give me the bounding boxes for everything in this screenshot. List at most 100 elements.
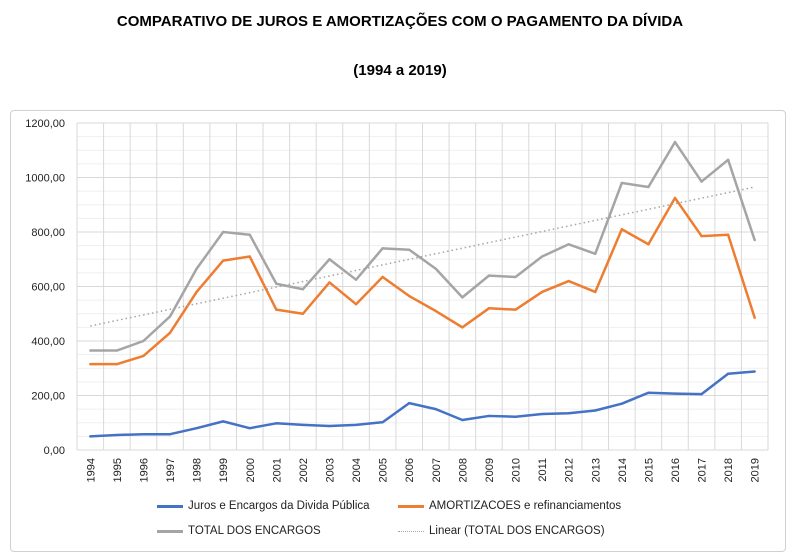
data-point	[301, 312, 305, 315]
data-point	[408, 401, 411, 405]
data-point	[195, 290, 198, 294]
y-tick-label: 1200,00	[25, 118, 65, 130]
data-point	[620, 228, 624, 231]
x-tick-label: 2015	[643, 458, 655, 482]
data-point	[381, 247, 384, 250]
data-point	[594, 252, 597, 255]
legend-item-juros: Juros e Encargos da Divida Pública	[157, 500, 370, 512]
data-point	[540, 412, 544, 416]
data-point	[567, 412, 570, 415]
data-point	[594, 409, 597, 412]
legend-label: AMORTIZACOES e refinanciamentos	[429, 500, 622, 512]
data-point	[89, 435, 92, 438]
data-point	[700, 234, 703, 238]
x-tick-label: 1998	[192, 458, 204, 482]
data-point	[567, 279, 570, 283]
data-point	[726, 372, 730, 375]
data-point	[354, 278, 358, 281]
data-point	[248, 427, 251, 430]
data-point	[301, 423, 305, 427]
data-point	[408, 248, 411, 251]
data-point	[753, 316, 756, 320]
data-point	[434, 267, 437, 270]
x-tick-label: 1997	[165, 458, 177, 482]
data-point	[487, 307, 491, 310]
data-point	[168, 331, 172, 335]
data-point	[115, 362, 119, 366]
data-point	[594, 290, 597, 294]
legend-label: TOTAL DOS ENCARGOS	[188, 525, 321, 537]
x-tick-label: 2018	[723, 458, 735, 482]
data-point	[221, 230, 225, 234]
legend-label: Juros e Encargos da Divida Pública	[188, 500, 370, 512]
data-point	[700, 180, 703, 183]
data-point	[434, 407, 437, 411]
data-point	[328, 281, 331, 284]
data-point	[461, 296, 464, 299]
x-tick-label: 2016	[670, 458, 682, 482]
data-point	[115, 433, 119, 437]
x-tick-label: 1994	[85, 458, 97, 482]
y-tick-label: 400,00	[31, 336, 65, 348]
x-tick-label: 2007	[431, 458, 443, 482]
x-tick-label: 2006	[404, 458, 416, 482]
data-point	[381, 421, 384, 424]
data-point	[673, 140, 677, 144]
data-point	[168, 315, 172, 318]
chart-frame	[10, 110, 786, 552]
data-point	[514, 415, 517, 418]
x-tick-label: 2011	[537, 458, 549, 482]
data-point	[540, 290, 544, 294]
chart-subtitle: (1994 a 2019)	[353, 62, 447, 79]
x-tick-label: 2003	[324, 458, 336, 482]
x-tick-label: 2009	[484, 458, 496, 482]
data-point	[461, 418, 464, 422]
legend-swatch-gray	[157, 529, 183, 533]
data-point	[647, 391, 650, 394]
data-point	[354, 303, 358, 306]
legend-swatch-blue	[157, 504, 183, 508]
data-point	[408, 294, 411, 298]
data-point	[461, 326, 464, 329]
data-point	[89, 362, 92, 366]
data-point	[753, 370, 756, 373]
y-tick-label: 200,00	[31, 391, 65, 403]
data-point	[567, 243, 570, 246]
data-point	[540, 255, 544, 258]
data-point	[115, 349, 119, 352]
x-tick-label: 2017	[697, 458, 709, 482]
legend-swatch-dotted	[398, 530, 424, 532]
data-point	[168, 432, 172, 436]
x-tick-label: 1999	[218, 458, 230, 482]
x-tick-label: 2004	[351, 458, 363, 482]
x-tick-label: 2012	[564, 458, 576, 482]
legend-item-total: TOTAL DOS ENCARGOS	[157, 525, 321, 537]
data-point	[354, 423, 358, 427]
y-tick-label: 800,00	[31, 227, 65, 239]
x-tick-label: 2019	[750, 458, 762, 482]
series-line-0	[90, 370, 755, 438]
y-tick-label: 0,00	[44, 445, 65, 457]
data-point	[301, 288, 305, 291]
series-line-2	[90, 140, 756, 352]
data-point	[753, 238, 756, 242]
y-tick-label: 1000,00	[25, 173, 65, 185]
data-point	[248, 255, 251, 258]
data-point	[142, 354, 145, 358]
data-point	[328, 258, 331, 261]
data-point	[647, 243, 650, 246]
x-tick-label: 2010	[511, 458, 523, 482]
data-point	[221, 259, 225, 262]
x-tick-label: 2014	[617, 458, 629, 482]
data-point	[275, 308, 278, 311]
legend-item-linear: Linear (TOTAL DOS ENCARGOS)	[398, 525, 605, 537]
x-tick-label: 2013	[590, 458, 602, 482]
data-point	[700, 392, 703, 396]
data-point	[142, 339, 145, 343]
data-point	[328, 424, 331, 428]
data-point	[647, 185, 650, 189]
data-point	[487, 414, 491, 418]
data-point	[620, 402, 624, 405]
data-point	[195, 267, 198, 270]
